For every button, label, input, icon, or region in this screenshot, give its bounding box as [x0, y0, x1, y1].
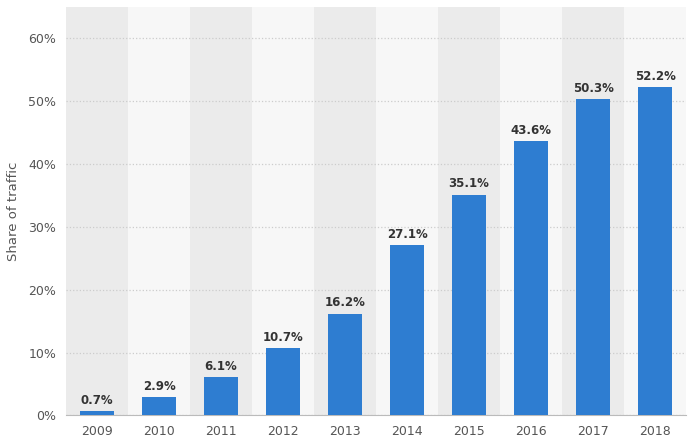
Bar [190, 7, 252, 415]
Bar [514, 142, 548, 415]
Text: 0.7%: 0.7% [80, 393, 114, 407]
Bar [376, 7, 438, 415]
Text: 27.1%: 27.1% [387, 228, 428, 241]
Text: 6.1%: 6.1% [204, 360, 238, 372]
Bar [80, 411, 114, 415]
Text: 52.2%: 52.2% [635, 70, 676, 83]
Bar [390, 245, 424, 415]
Text: 2.9%: 2.9% [143, 380, 175, 393]
Bar [452, 195, 486, 415]
Text: 35.1%: 35.1% [448, 178, 489, 190]
Bar [576, 99, 610, 415]
Bar [438, 7, 500, 415]
Y-axis label: Share of traffic: Share of traffic [7, 162, 20, 261]
Text: 50.3%: 50.3% [572, 82, 613, 95]
Bar [624, 7, 686, 415]
Bar [638, 87, 672, 415]
Text: 43.6%: 43.6% [511, 124, 552, 137]
Bar [500, 7, 562, 415]
Bar [204, 377, 238, 415]
Bar [128, 7, 190, 415]
Bar [328, 314, 362, 415]
Text: 16.2%: 16.2% [324, 296, 365, 309]
Bar [314, 7, 376, 415]
Bar [142, 397, 176, 415]
Bar [252, 7, 314, 415]
Text: 10.7%: 10.7% [263, 331, 304, 344]
Bar [66, 7, 128, 415]
Bar [562, 7, 624, 415]
Bar [266, 348, 300, 415]
